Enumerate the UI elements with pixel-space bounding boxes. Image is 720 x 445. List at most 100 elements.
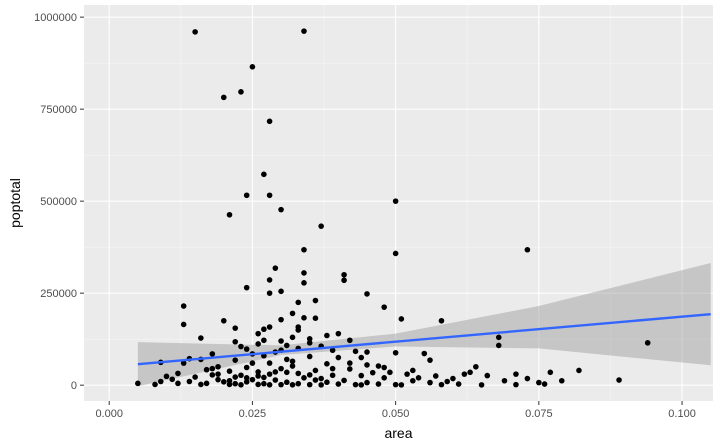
data-point — [352, 381, 359, 388]
data-point — [392, 349, 399, 356]
data-point — [198, 381, 204, 388]
data-point — [272, 265, 279, 271]
x-axis: 0.000 0.025 0.050 0.075 0.100 — [95, 401, 696, 420]
data-point — [220, 317, 227, 324]
data-point — [364, 362, 370, 368]
x-tick-label: 0.100 — [668, 408, 696, 420]
data-point — [536, 379, 542, 386]
x-axis-title: area — [384, 425, 412, 441]
data-point — [255, 341, 261, 347]
data-point — [295, 370, 302, 377]
data-point — [266, 192, 273, 199]
data-point — [421, 350, 428, 357]
data-point — [375, 363, 382, 369]
data-point — [249, 360, 256, 366]
data-point — [232, 357, 239, 363]
data-point — [243, 364, 250, 371]
data-point — [215, 371, 221, 377]
data-point — [301, 246, 307, 253]
data-point — [180, 360, 187, 366]
data-point — [192, 29, 198, 35]
data-point — [335, 354, 342, 361]
data-point — [461, 371, 468, 377]
data-point — [278, 206, 284, 213]
data-point — [513, 371, 519, 377]
x-tick-label: 0.025 — [239, 408, 267, 420]
data-point — [495, 334, 502, 341]
fit-line-layer — [137, 312, 711, 366]
y-tick-label: 500000 — [40, 196, 77, 208]
y-tick-label: 250000 — [40, 288, 77, 300]
data-point — [255, 330, 261, 337]
data-point — [404, 371, 410, 377]
data-point — [335, 381, 342, 387]
data-point — [272, 369, 279, 375]
data-point — [175, 370, 181, 377]
data-point — [444, 378, 450, 385]
data-point — [283, 356, 290, 363]
data-point — [283, 369, 290, 376]
data-point — [226, 368, 233, 374]
data-point — [558, 377, 565, 384]
data-point — [283, 379, 290, 386]
data-point — [255, 373, 261, 379]
data-point — [438, 317, 445, 324]
data-point — [261, 380, 267, 387]
data-point — [295, 380, 302, 387]
data-point — [203, 380, 210, 387]
data-point — [364, 379, 370, 386]
data-point — [243, 192, 250, 199]
data-point — [295, 327, 302, 333]
data-point — [473, 363, 479, 370]
data-point — [243, 375, 250, 381]
data-point — [243, 346, 250, 352]
data-point — [524, 246, 531, 253]
y-tick-label: 0 — [71, 380, 77, 392]
y-tick-label: 1000000 — [34, 12, 77, 24]
data-point — [335, 330, 342, 337]
data-point — [318, 223, 324, 229]
data-point — [220, 379, 227, 385]
data-point — [209, 351, 216, 357]
data-point — [266, 118, 273, 125]
data-point — [432, 373, 439, 379]
data-point — [226, 211, 233, 218]
data-point — [467, 369, 473, 376]
data-point — [278, 316, 284, 323]
data-point — [272, 377, 279, 383]
data-point — [232, 325, 239, 331]
data-point — [180, 321, 187, 328]
data-point — [198, 335, 204, 341]
data-point — [238, 372, 244, 379]
data-point — [375, 381, 382, 387]
data-point — [547, 369, 554, 376]
data-point — [324, 361, 330, 367]
data-point — [415, 375, 422, 381]
data-point — [289, 334, 296, 341]
data-point — [306, 353, 313, 360]
data-point — [232, 338, 239, 345]
data-point — [438, 381, 445, 388]
data-point — [306, 372, 313, 378]
data-point — [318, 375, 324, 382]
data-point — [289, 382, 296, 388]
data-point — [478, 382, 485, 388]
regression-fit-line — [137, 312, 711, 366]
data-point — [301, 375, 307, 381]
data-point — [232, 374, 239, 380]
data-point — [249, 64, 256, 70]
data-point — [243, 284, 250, 291]
data-point — [261, 337, 267, 344]
data-point — [278, 365, 284, 372]
data-point — [312, 297, 319, 304]
data-point — [387, 369, 393, 376]
data-point — [576, 367, 582, 374]
data-point — [318, 382, 324, 388]
points-layer — [135, 28, 651, 388]
data-point — [484, 372, 491, 379]
data-point — [289, 363, 296, 369]
x-tick-label: 0.000 — [95, 408, 123, 420]
data-point — [261, 326, 267, 333]
data-point — [392, 381, 399, 388]
data-point — [644, 340, 651, 346]
